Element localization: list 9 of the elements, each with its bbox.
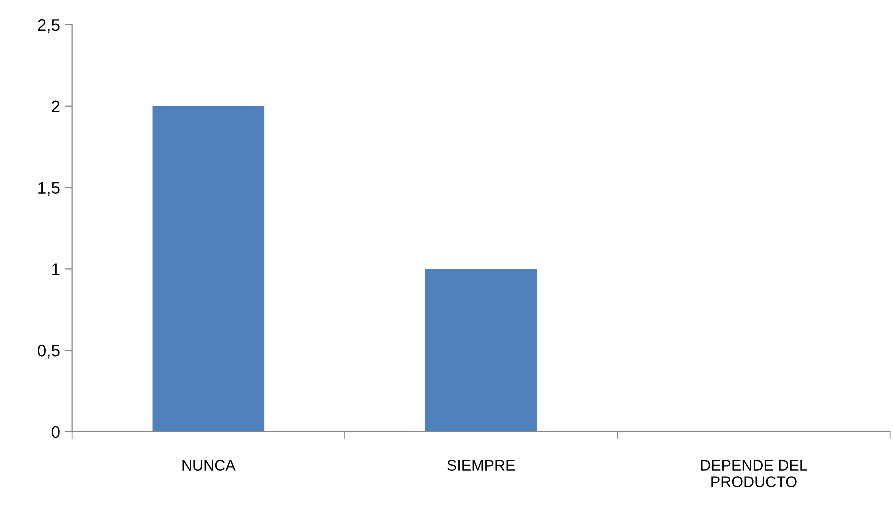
x-tick-label: NUNCA (182, 460, 236, 471)
x-tick-label: SIEMPRE (448, 460, 516, 471)
y-tick-label: 1 (52, 264, 60, 276)
x-tick-label: DEPENDE DEL PRODUCTO (701, 460, 808, 488)
y-tick-label: 0 (52, 426, 60, 438)
y-tick-label: 0,5 (38, 344, 60, 359)
y-tick-label: 2 (52, 100, 60, 112)
y-tick-label: 1,5 (38, 182, 60, 196)
y-tick-label: 2,5 (38, 19, 60, 34)
